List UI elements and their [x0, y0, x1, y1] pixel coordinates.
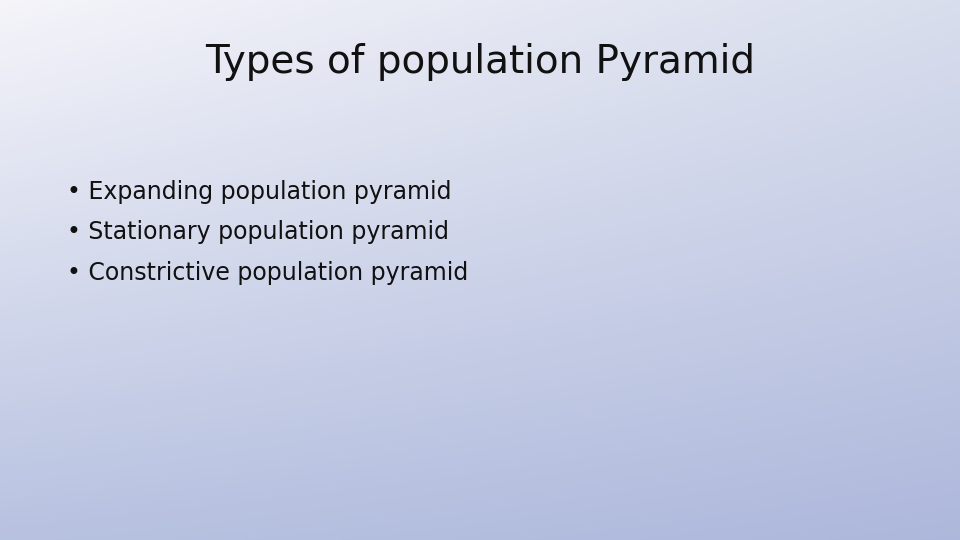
Text: • Constrictive population pyramid: • Constrictive population pyramid: [67, 261, 468, 285]
Text: • Stationary population pyramid: • Stationary population pyramid: [67, 220, 449, 244]
Text: Types of population Pyramid: Types of population Pyramid: [205, 43, 755, 81]
Text: • Expanding population pyramid: • Expanding population pyramid: [67, 180, 452, 204]
